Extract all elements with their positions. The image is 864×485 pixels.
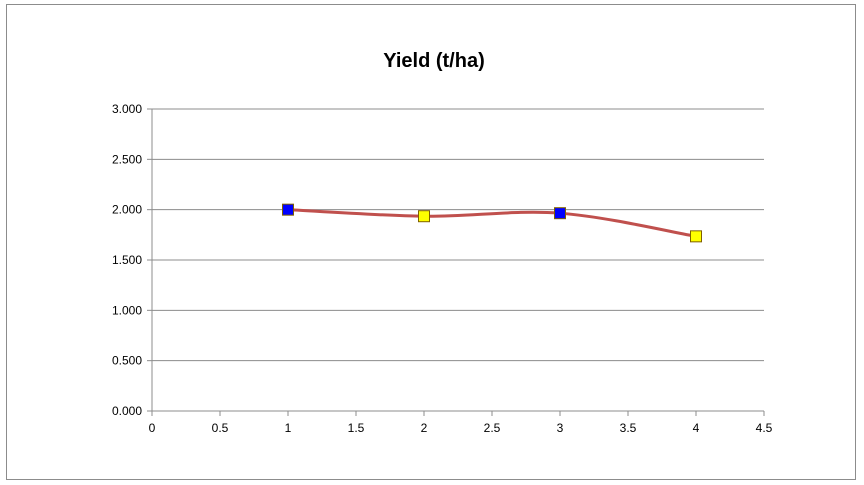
x-tick-label: 0.5 [212, 421, 229, 435]
chart-title: Yield (t/ha) [383, 50, 484, 72]
gridlines [152, 108, 764, 362]
x-tick-label: 1 [285, 421, 292, 435]
data-point-marker [690, 230, 702, 243]
y-tick-label: 1.500 [112, 253, 142, 267]
data-point-marker [554, 207, 566, 220]
x-tick-label: 0 [149, 421, 156, 435]
x-tick-label: 3.5 [620, 421, 637, 435]
y-tick-label: 2.000 [112, 203, 142, 217]
axes [147, 108, 765, 416]
y-tick-label: 0.500 [112, 354, 142, 368]
x-tick-label: 2.5 [484, 421, 501, 435]
x-tick-label: 2 [421, 421, 428, 435]
series-line [287, 208, 697, 238]
x-tick-label: 4 [693, 421, 700, 435]
y-tick-label: 3.000 [112, 102, 142, 116]
x-tick-label: 4.5 [756, 421, 773, 435]
data-point-marker [282, 203, 294, 216]
y-tick-label: 1.000 [112, 303, 142, 317]
y-tick-label: 2.500 [112, 152, 142, 166]
series-layer [282, 203, 702, 243]
data-point-marker [418, 210, 430, 223]
chart-area [6, 4, 856, 480]
x-tick-label: 1.5 [348, 421, 365, 435]
x-axis-ticks: 0 0.5 1 1.5 2 2.5 3 3.5 4 4.5 [149, 421, 773, 435]
y-tick-label: 0.000 [112, 404, 142, 418]
x-tick-label: 3 [557, 421, 564, 435]
y-axis-ticks: 0.000 0.500 1.000 1.500 2.000 2.500 3.000 [112, 102, 142, 418]
